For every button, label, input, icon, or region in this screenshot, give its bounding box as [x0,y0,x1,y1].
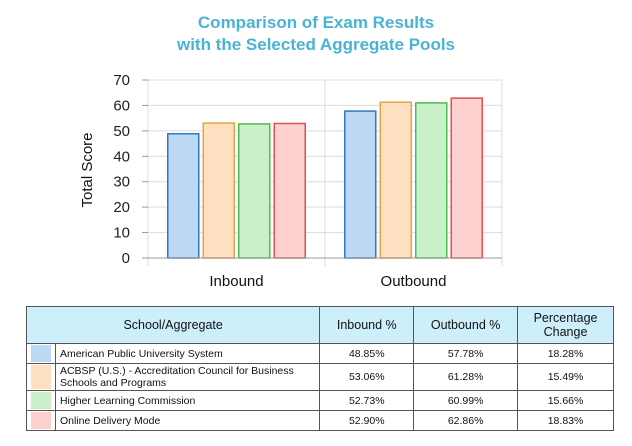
row-outbound: 60.99% [413,390,519,411]
y-tick-label: 50 [113,123,130,140]
row-inbound: 52.73% [319,390,415,411]
table-row: Higher Learning Commission 52.73% 60.99%… [26,390,614,411]
x-category-label: Inbound [209,273,263,290]
bar [450,97,483,259]
bar [202,122,235,259]
row-inbound: 53.06% [319,363,415,391]
row-name: Higher Learning Commission [54,390,321,411]
swatch-fill [31,345,51,362]
legend-swatch [26,390,56,411]
grid-lines [147,79,503,266]
bar [273,122,306,259]
chart-title-line-2: with the Selected Aggregate Pools [176,35,456,54]
header-outbound: Outbound % [413,306,519,344]
legend-swatch [26,363,56,391]
row-name: American Public University System [54,343,321,364]
y-tick-label: 30 [113,174,130,191]
y-tick-label: 20 [113,199,130,216]
table-row: ACBSP (U.S.) - Accreditation Council for… [26,363,614,391]
header-change: Percentage Change [517,306,614,344]
chart-title-line-1: Comparison of Exam Results [197,13,435,32]
bar [379,101,412,259]
y-tick-label: 0 [122,250,130,267]
y-axis-label: Total Score [79,132,96,207]
row-change: 15.66% [517,390,614,411]
row-change: 18.83% [517,410,614,431]
y-tick-label: 60 [113,97,130,114]
row-name: Online Delivery Mode [54,410,321,431]
row-outbound: 57.78% [413,343,519,364]
axes: 0 10 20 30 40 50 60 70 Inbound Outbound [113,72,502,290]
swatch-fill [31,392,51,409]
bar [415,102,448,259]
swatch-fill [31,412,51,429]
chart-title: Comparison of Exam Results with the Sele… [0,12,632,56]
row-outbound: 61.28% [413,363,519,391]
header-inbound: Inbound % [319,306,415,344]
bar [167,133,200,259]
row-inbound: 48.85% [319,343,415,364]
table-header-row: School/Aggregate Inbound % Outbound % Pe… [25,306,614,344]
legend-swatch [26,410,56,431]
bar-chart: 0 10 20 30 40 50 60 70 Inbound Outbound Total Sco… [79,72,503,290]
legend-swatch [26,343,56,364]
table-row: American Public University System 48.85%… [26,343,614,364]
row-change: 18.28% [517,343,614,364]
x-category-label: Outbound [381,273,447,290]
row-outbound: 62.86% [413,410,519,431]
y-tick-label: 70 [113,72,130,89]
row-inbound: 52.90% [319,410,415,431]
bar [344,110,377,259]
y-tick-label: 10 [113,225,130,242]
results-table: School/Aggregate Inbound % Outbound % Pe… [25,306,614,431]
y-tick-label: 40 [113,148,130,165]
swatch-fill [31,365,51,389]
table-row: Online Delivery Mode 52.90% 62.86% 18.83… [26,410,614,431]
header-school: School/Aggregate [25,306,321,344]
row-name: ACBSP (U.S.) - Accreditation Council for… [54,363,321,391]
row-change: 15.49% [517,363,614,391]
bar [238,123,271,259]
